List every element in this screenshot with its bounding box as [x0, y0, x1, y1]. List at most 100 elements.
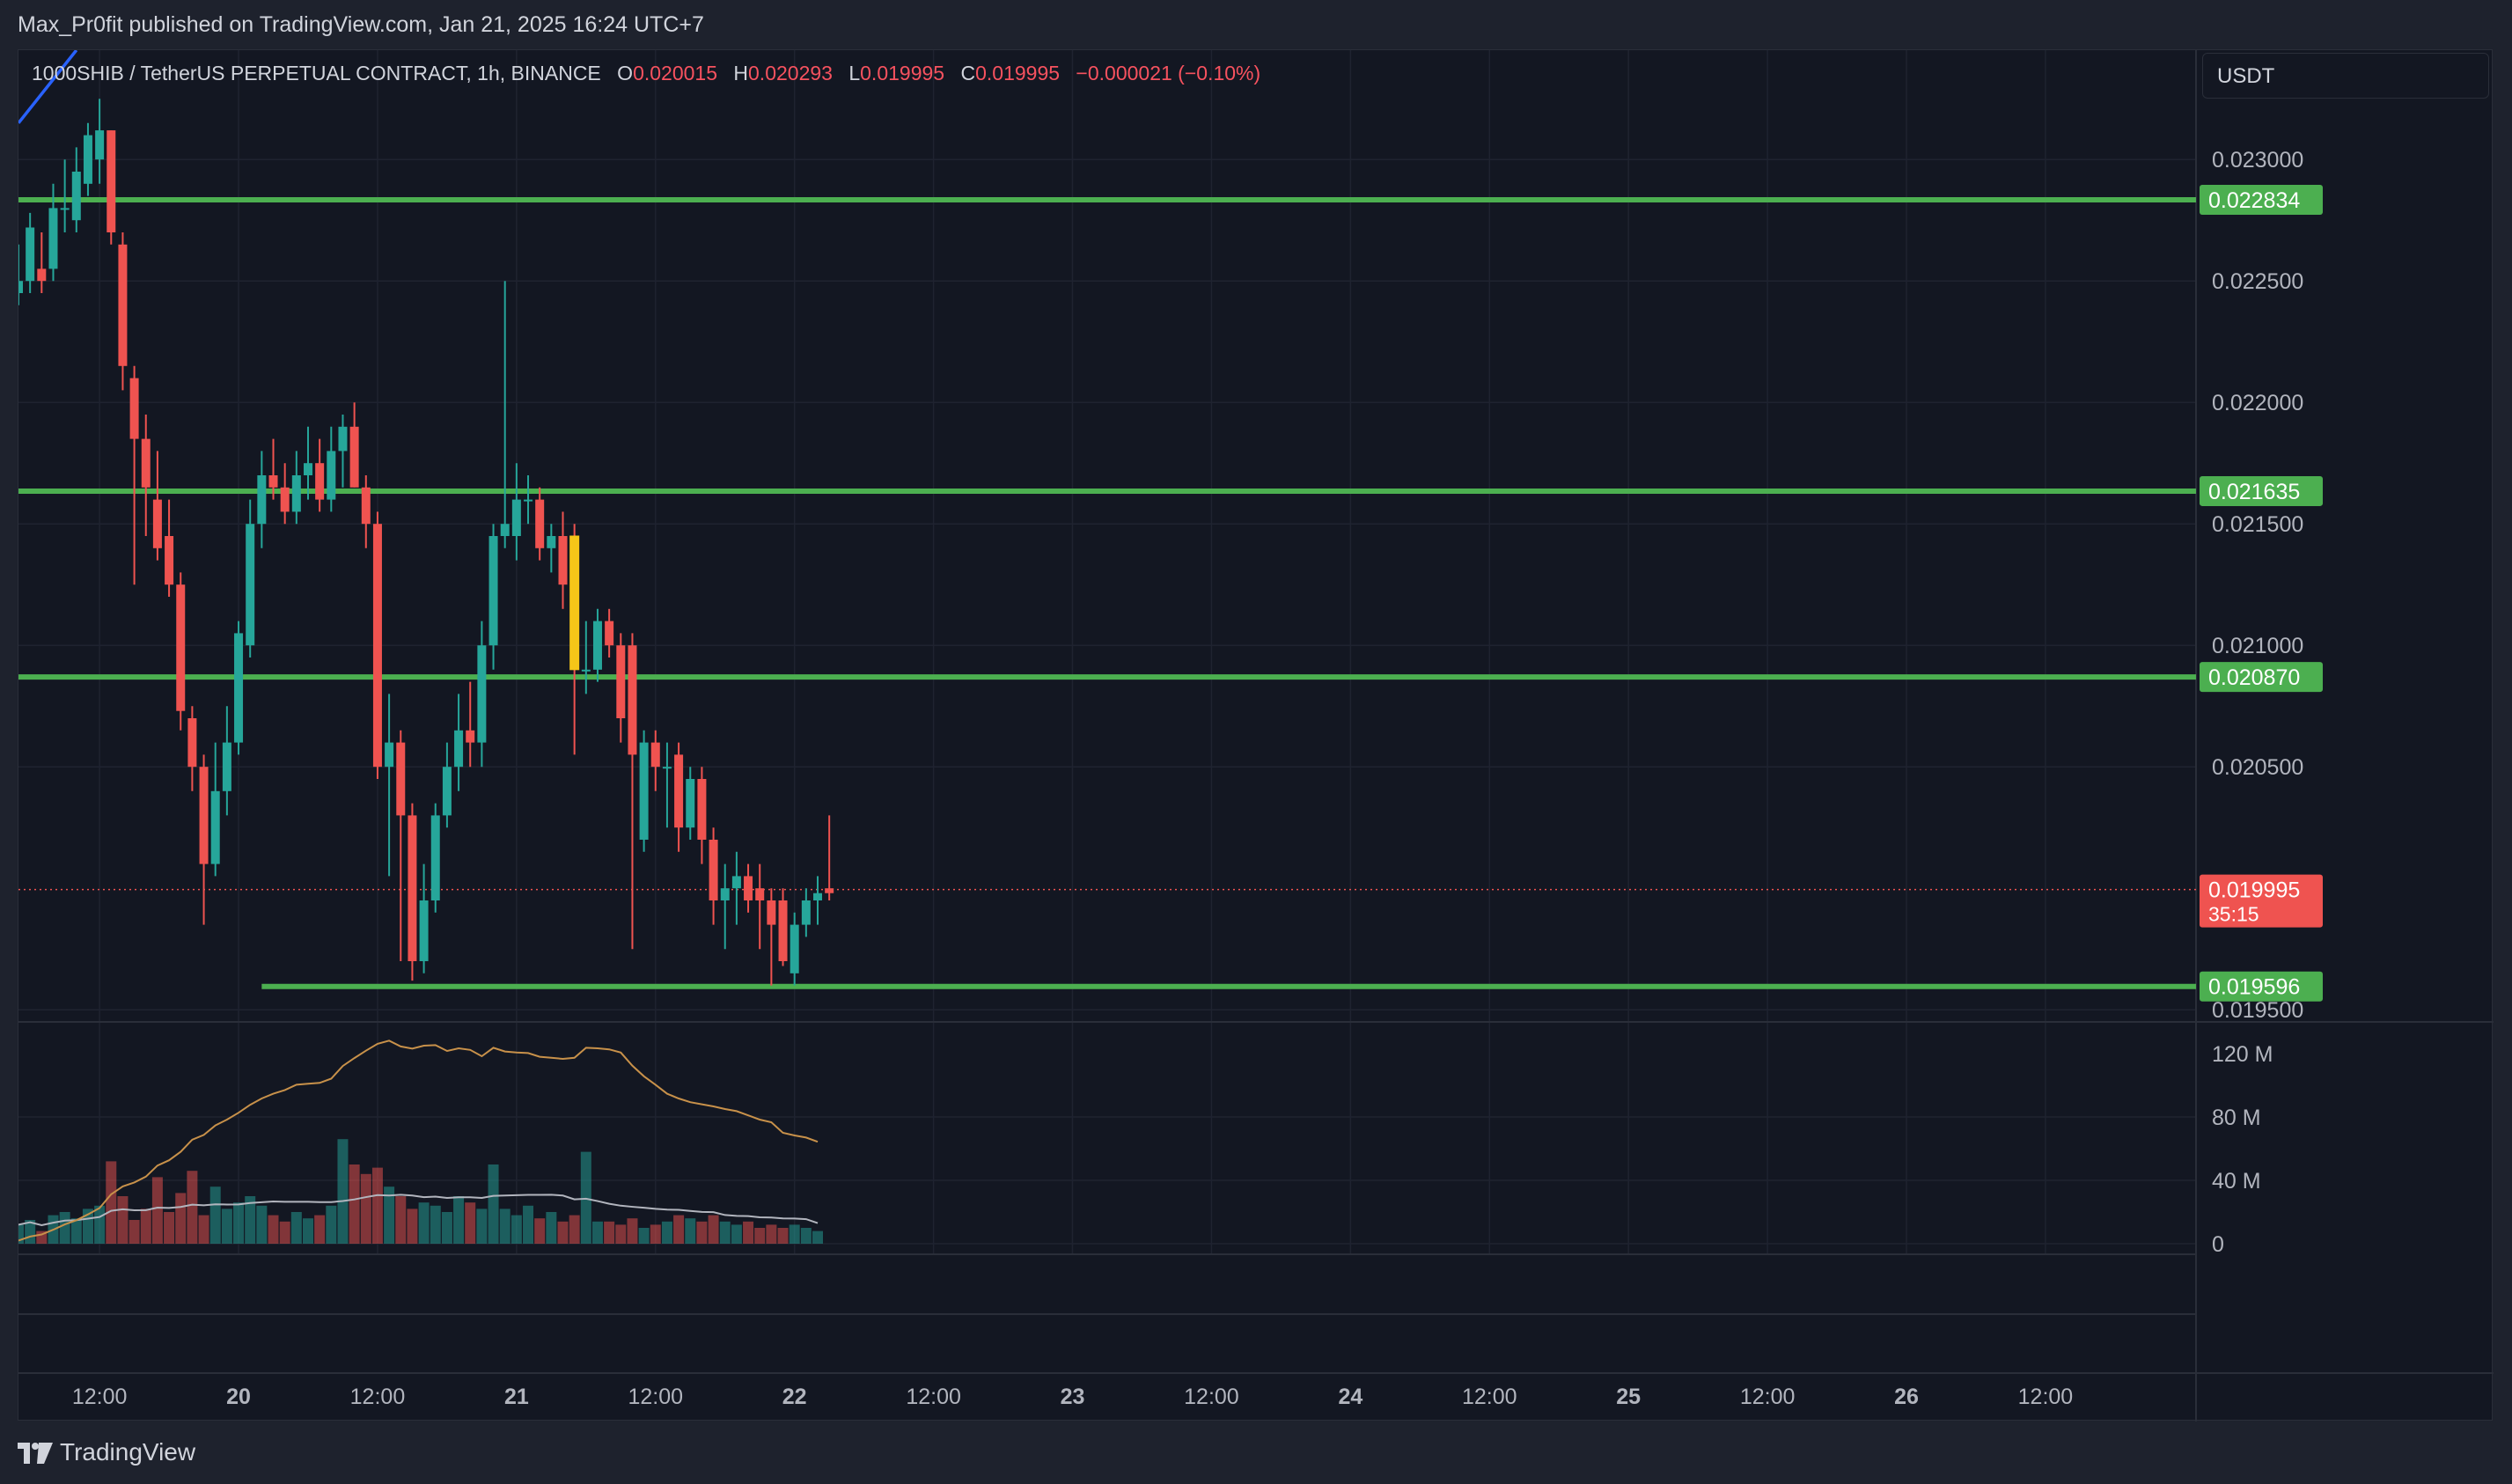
candle-body: [385, 742, 394, 768]
volume-bar: [302, 1218, 313, 1244]
candle: [129, 365, 139, 585]
volume-bar: [59, 1212, 70, 1244]
candle: [291, 451, 301, 525]
volume-tick-label: 120 M: [2212, 1042, 2273, 1067]
time-tick-label: 20: [226, 1385, 251, 1409]
volume-bar: [18, 1224, 24, 1244]
candle: [349, 402, 359, 488]
volume-bar: [221, 1209, 232, 1244]
volume-bar: [360, 1173, 371, 1244]
candle: [616, 633, 626, 743]
time-tick-label: 12:00: [2018, 1385, 2074, 1409]
candle-body: [767, 900, 776, 925]
candle: [372, 511, 382, 779]
candle-body: [825, 888, 834, 893]
candle: [71, 147, 81, 232]
volume-bar: [418, 1202, 430, 1244]
level-price-badge: 0.021635: [2200, 475, 2323, 506]
candle-body: [419, 900, 429, 961]
candle: [720, 863, 730, 950]
level-badge-bg: [2200, 662, 2323, 693]
candle: [442, 742, 452, 828]
candle-body: [129, 378, 139, 439]
candle-body: [141, 438, 151, 488]
candle-body: [176, 584, 186, 711]
candle: [176, 572, 186, 731]
time-tick-label: 24: [1338, 1385, 1363, 1409]
symbol-legend: 1000SHIB / TetherUS PERPETUAL CONTRACT, …: [32, 62, 1260, 85]
volume-bar: [453, 1196, 465, 1244]
candle-body: [107, 130, 116, 232]
candle: [48, 183, 58, 282]
open-value: 0.020015: [633, 62, 717, 84]
volume-bar: [198, 1215, 209, 1244]
candle-body: [71, 172, 81, 221]
time-tick-label: 12:00: [1462, 1385, 1517, 1409]
volume-bar: [314, 1215, 326, 1244]
price-chart[interactable]: 0.023000 0.022500 0.022000 0.021500 0.021000…: [18, 50, 2494, 1422]
candle-body: [187, 718, 197, 768]
candle: [790, 912, 799, 986]
candle-body: [199, 767, 209, 864]
price-tick-label: 0.019500: [2212, 998, 2303, 1023]
candle: [592, 608, 602, 682]
volume-bar: [430, 1205, 441, 1244]
candle-body: [430, 815, 440, 900]
candle: [303, 426, 312, 500]
volume-bar: [371, 1167, 383, 1244]
low-value: 0.019995: [860, 62, 945, 84]
volume-bar: [117, 1196, 129, 1244]
candle: [801, 888, 811, 937]
candles: [18, 99, 834, 986]
candle-body: [48, 208, 58, 269]
candle-body: [778, 900, 788, 961]
level-price-badge: 0.022834: [2200, 185, 2323, 216]
volume-bar: [233, 1202, 245, 1244]
candle-body: [18, 281, 23, 293]
published-text: Max_Pr0fit published on TradingView.com,…: [18, 12, 704, 37]
time-tick-label: 23: [1061, 1385, 1085, 1409]
candle: [327, 426, 336, 512]
level-badge-bg: [2200, 475, 2323, 506]
volume-bar: [557, 1221, 569, 1244]
candle-body: [592, 621, 602, 670]
candle: [430, 803, 440, 913]
candle: [511, 463, 521, 561]
candle: [767, 888, 776, 986]
volume-bar: [256, 1205, 268, 1244]
volume-tick-label: 80 M: [2212, 1106, 2261, 1130]
volume-bar: [407, 1209, 418, 1244]
price-tick-label: 0.021000: [2212, 634, 2303, 658]
candle-body: [697, 779, 707, 840]
volume-bar: [395, 1196, 407, 1244]
candle-body: [686, 779, 695, 828]
footer-brand: TradingView: [18, 1438, 195, 1466]
volume-bar: [650, 1224, 661, 1244]
volume-bar: [209, 1186, 221, 1244]
volume-bar: [719, 1221, 731, 1244]
volume-bar: [766, 1224, 777, 1244]
candle-body: [372, 524, 382, 768]
candle-body: [349, 426, 359, 488]
candle: [165, 499, 174, 597]
volume-bars: [18, 1139, 824, 1244]
chart-frame[interactable]: 0.023000 0.022500 0.022000 0.021500 0.021000…: [18, 49, 2494, 1422]
volume-tick-label: 40 M: [2212, 1169, 2261, 1194]
candle-body: [454, 730, 464, 768]
currency-selector[interactable]: USDT: [2202, 53, 2489, 99]
time-axis: 12:00 20 12:00 21 12:00 22 12:00 23 12:00 24 12:00…: [72, 1385, 2073, 1409]
volume-bar: [685, 1218, 696, 1244]
candle-body: [558, 536, 568, 585]
candle-body: [755, 888, 765, 900]
currency-label: USDT: [2217, 64, 2275, 88]
candle-body: [801, 900, 811, 925]
volume-bar: [591, 1221, 603, 1244]
candle: [26, 212, 35, 293]
volume-bar: [708, 1215, 719, 1244]
candle: [825, 815, 834, 900]
candle-body: [210, 790, 220, 864]
time-tick-label: 12:00: [906, 1385, 961, 1409]
candle-body: [165, 536, 174, 585]
volume-bar: [569, 1215, 580, 1244]
time-tick-label: 21: [504, 1385, 529, 1409]
